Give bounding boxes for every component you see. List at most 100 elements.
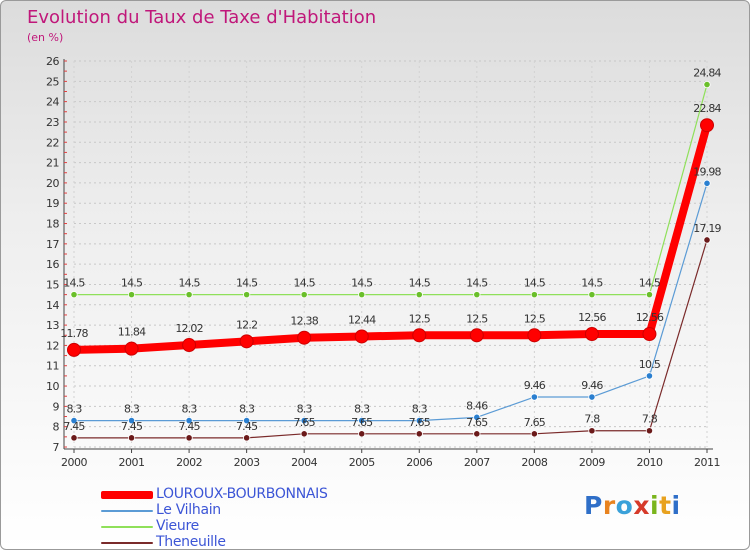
data-point [127,291,136,299]
data-label: 12.56 [578,311,606,324]
data-label: 24.84 [693,67,721,80]
data-label: 8.3 [412,403,428,416]
series-line [73,182,708,422]
legend-label-louroux: LOUROUX-BOURBONNAIS [156,486,328,502]
data-label: 8.3 [182,403,198,416]
data-label: 7.45 [121,420,143,433]
data-point [124,341,139,356]
data-label: 14.5 [639,277,661,290]
x-tick-label: 2011 [694,456,720,469]
data-point [358,430,366,438]
data-point [70,291,78,299]
y-tick-label: 17 [46,238,59,251]
legend-swatch-louroux [101,491,153,499]
data-point [588,393,596,401]
x-tick-label: 2004 [291,456,317,469]
data-point [642,327,657,342]
x-tick-label: 2006 [406,456,432,469]
y-tick-label: 15 [46,278,59,291]
y-tick-label: 19 [46,197,59,210]
data-label: 22.84 [693,102,721,115]
data-point [297,330,312,345]
data-point [473,291,481,299]
logo-letter: r [602,491,616,520]
data-label: 7.65 [524,416,546,429]
data-point [300,291,308,299]
chart-title: Evolution du Taux de Taxe d'Habitation [27,7,377,28]
data-point [415,291,423,299]
data-label: 14.5 [524,277,546,290]
data-point [530,393,538,401]
legend-label-theneuille: Theneuille [156,534,226,550]
data-point [182,338,197,353]
data-label: 7.65 [351,416,373,429]
y-tick-label: 14 [46,299,59,312]
data-point [300,430,308,438]
logo-letter: o [615,491,634,520]
data-label: 12.5 [466,312,488,325]
legend-swatch-vieure [101,526,153,528]
x-tick-label: 2000 [61,456,87,469]
data-point [645,427,654,435]
data-label: 11.84 [118,326,146,339]
data-point [185,291,193,299]
logo-letter: i [650,491,660,520]
data-label: 7.65 [466,416,488,429]
y-tick-label: 10 [46,380,59,393]
data-label: 8.3 [297,403,313,416]
series-line [73,239,708,439]
data-point [700,118,714,133]
data-label: 7.45 [63,420,85,433]
data-point [127,434,136,442]
x-tick-label: 2008 [521,456,547,469]
data-label: 14.5 [466,277,488,290]
data-label: 12.5 [409,312,431,325]
y-tick-label: 16 [46,258,59,271]
data-point [67,342,81,357]
legend-swatch-le-vilhain [101,510,153,512]
proxiti-logo[interactable]: Proxiti [584,491,681,520]
legend-swatch-theneuille [101,542,153,544]
x-tick-label: 2005 [349,456,375,469]
data-point [185,434,193,442]
y-tick-label: 13 [46,319,59,332]
data-label: 8.3 [124,403,140,416]
chart-subtitle: (en %) [27,31,64,44]
data-point [243,291,251,299]
logo-letter: P [584,491,603,520]
data-label: 7.45 [236,420,258,433]
data-point [358,416,366,425]
data-label: 8.3 [66,403,82,416]
y-tick-label: 11 [46,360,59,373]
data-label: 14.5 [409,277,431,290]
y-tick-label: 22 [46,136,59,149]
data-point [415,416,423,425]
data-label: 7.8 [584,413,600,426]
y-tick-label: 23 [46,116,59,129]
data-label: 14.5 [178,277,200,290]
data-point [239,334,254,349]
data-point [70,434,78,442]
data-label: 12.2 [236,318,257,331]
data-point [354,329,369,344]
data-point [527,328,542,343]
data-point [412,328,427,343]
x-tick-label: 2001 [119,456,145,469]
data-label: 19.98 [693,165,721,178]
y-tick-label: 26 [46,55,59,68]
x-tick-label: 2009 [579,456,605,469]
data-label: 7.65 [409,416,431,429]
legend-label-le-vilhain: Le Vilhain [156,502,221,518]
data-point [588,291,596,299]
data-label: 8.3 [239,403,255,416]
data-point [530,430,538,438]
series-line [73,83,708,296]
data-label: 14.5 [121,277,143,290]
data-label: 8.3 [354,403,370,416]
data-label: 11.78 [60,327,88,340]
data-point [473,413,481,421]
data-label: 14.5 [581,277,603,290]
y-tick-label: 8 [53,421,60,434]
y-tick-label: 18 [46,218,59,231]
